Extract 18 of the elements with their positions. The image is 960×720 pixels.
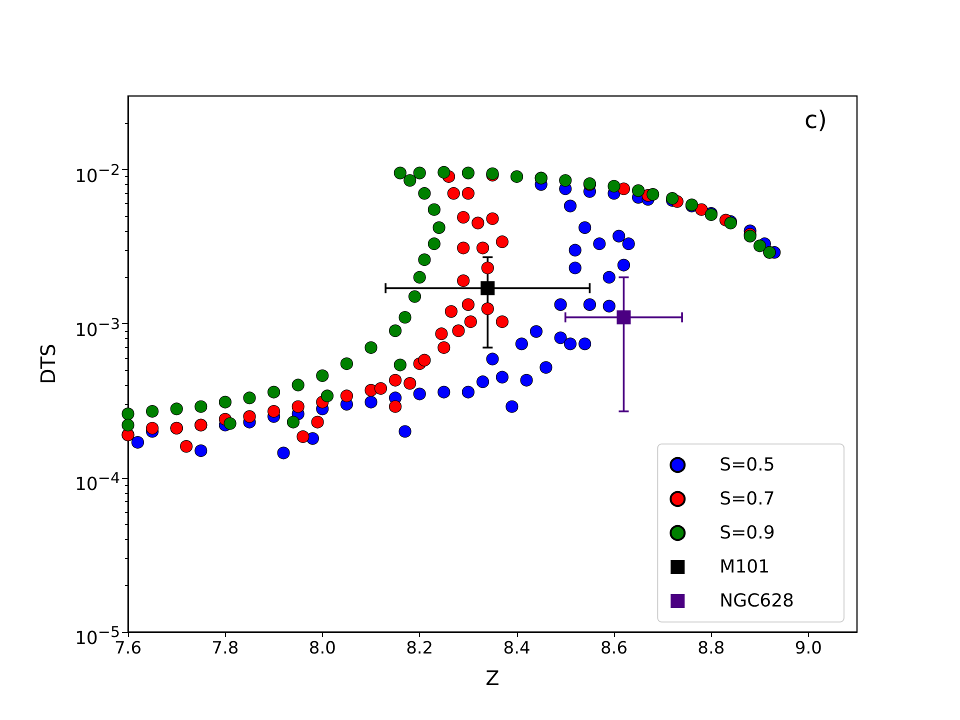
y-tick-label: 10$^{−3}$ bbox=[74, 314, 120, 343]
legend-label: NGC628 bbox=[720, 590, 794, 612]
y-tick-label: 10$^{−4}$ bbox=[74, 468, 120, 497]
legend-label: S=0.9 bbox=[720, 522, 775, 544]
legend-label: M101 bbox=[720, 556, 770, 578]
x-tick-label: 8.6 bbox=[600, 638, 628, 658]
annotation: c) bbox=[804, 106, 828, 134]
x-axis-title: Z bbox=[486, 666, 500, 690]
x-tick-label: 8.4 bbox=[503, 638, 530, 658]
x-tick-label: 7.8 bbox=[212, 638, 239, 658]
x-tick-label: 9.0 bbox=[794, 638, 822, 658]
x-tick-label: 8.2 bbox=[406, 638, 434, 658]
y-tick-label: 10$^{−2}$ bbox=[74, 160, 120, 189]
x-tick-label: 8.8 bbox=[698, 638, 725, 658]
legend-label: S=0.7 bbox=[720, 488, 775, 510]
legend-label: S=0.5 bbox=[720, 454, 775, 476]
y-axis-title: DTS bbox=[36, 344, 60, 384]
x-tick-label: 8.0 bbox=[308, 638, 336, 658]
